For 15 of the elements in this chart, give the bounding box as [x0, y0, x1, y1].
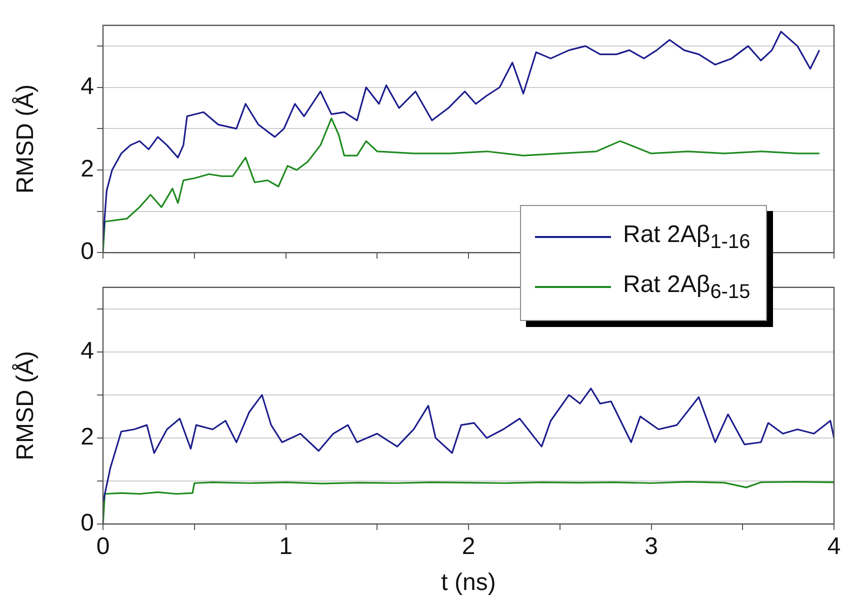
legend-label: Rat 2Aβ$_{1-16}$	[623, 220, 750, 254]
y-tick-label: 4	[80, 338, 94, 365]
x-axis-title: t (ns)	[441, 569, 496, 596]
x-tick-label: 1	[279, 533, 292, 560]
x-tick-label: 3	[644, 533, 658, 560]
y-tick-label: 2	[80, 156, 94, 183]
y-tick-label: 0	[80, 238, 94, 266]
y-axis-title: RMSD (Å)	[12, 84, 40, 194]
x-tick-label: 4	[827, 533, 841, 560]
legend-label: Rat 2Aβ$_{6-15}$	[623, 270, 750, 304]
y-tick-label: 0	[80, 510, 94, 537]
y-tick-label: 2	[80, 424, 94, 451]
y-axis-title: RMSD (Å)	[12, 351, 40, 460]
y-tick-label: 4	[80, 72, 94, 100]
x-tick-label: 2	[462, 533, 476, 560]
